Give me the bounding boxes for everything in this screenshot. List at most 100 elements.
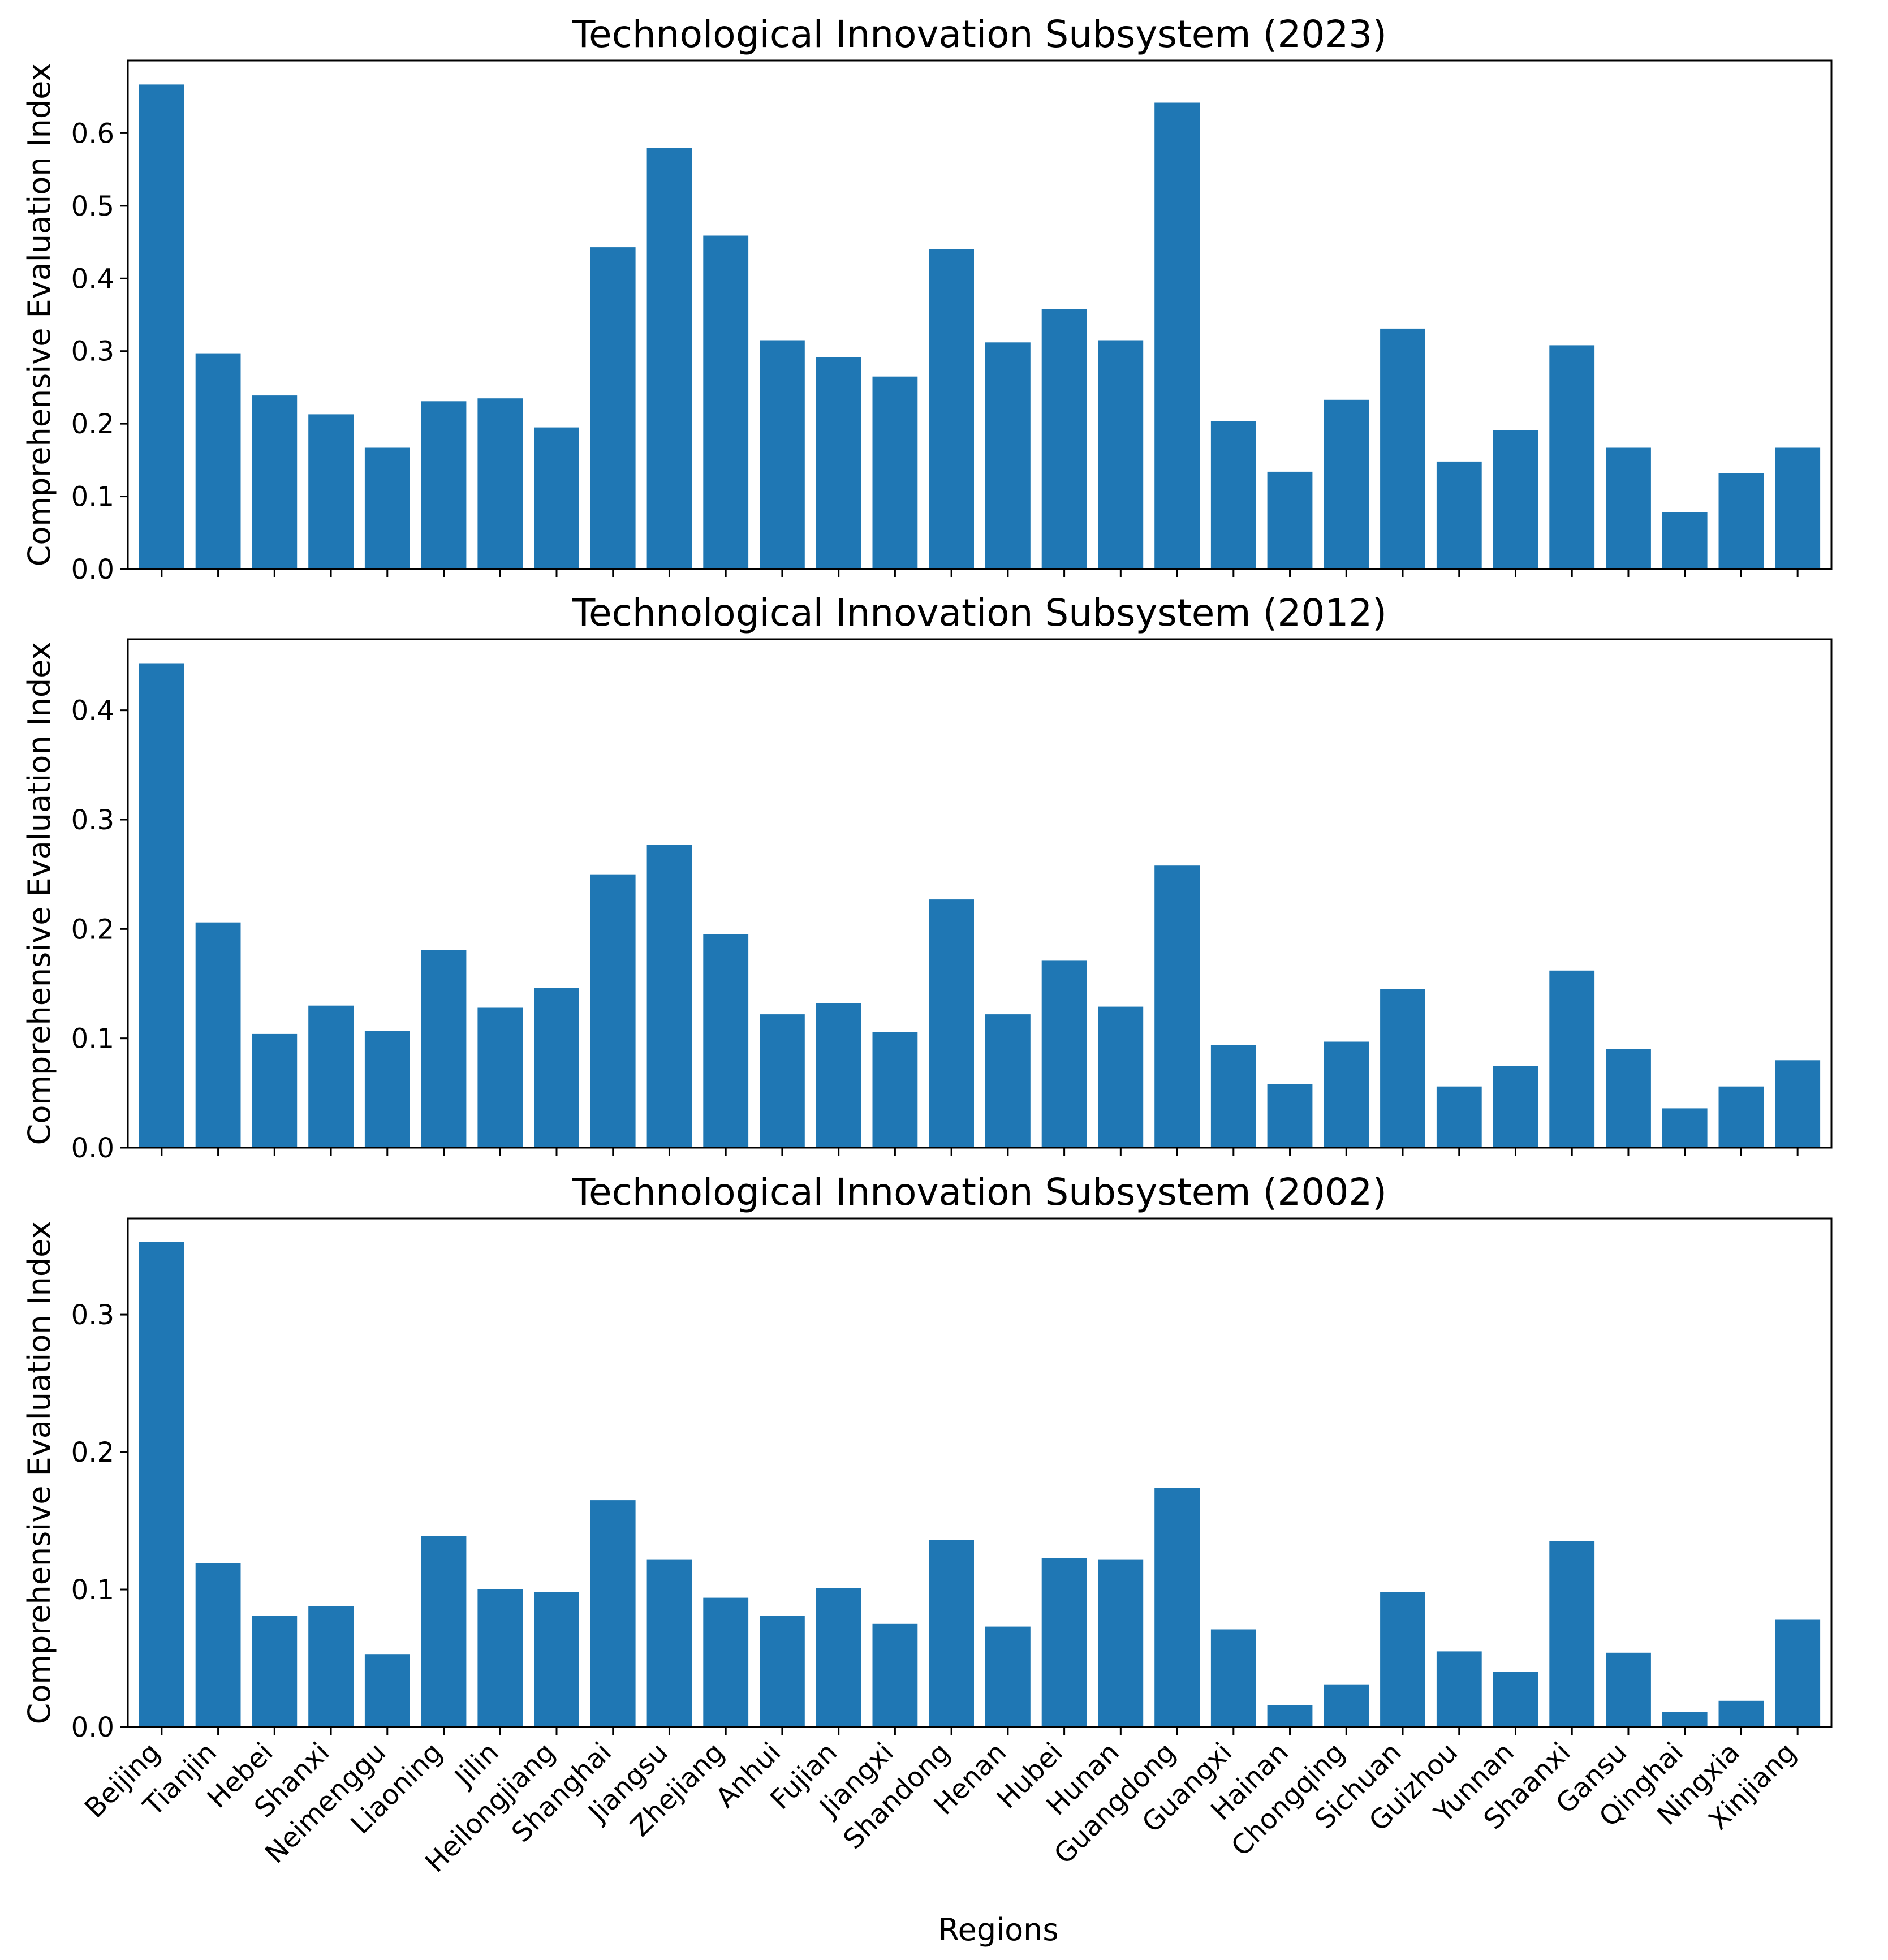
- bar-fujian: [816, 1003, 861, 1148]
- bar-liaoning: [421, 1536, 467, 1727]
- bar-zhejiang: [703, 934, 749, 1148]
- bar-tianjin: [195, 1563, 241, 1727]
- x-axis-label: Regions: [938, 1912, 1059, 1948]
- bar-shandong: [929, 1540, 974, 1727]
- bar-hubei: [1041, 960, 1087, 1148]
- y-tick-label: 0.0: [71, 1712, 114, 1743]
- bar-gansu: [1606, 1049, 1651, 1148]
- axes-frame: [127, 638, 1833, 1149]
- y-tick-label: 0.3: [71, 336, 114, 368]
- bar-hubei: [1041, 309, 1087, 569]
- bar-shaanxi: [1549, 970, 1595, 1148]
- bar-yunnan: [1493, 1672, 1538, 1727]
- bar-fujian: [816, 357, 861, 569]
- bar-hainan: [1267, 1084, 1313, 1148]
- bar-chongqing: [1324, 399, 1369, 569]
- y-tick-label: 0.1: [71, 1023, 114, 1055]
- y-tick-label: 0.1: [71, 481, 114, 513]
- bar-sichuan: [1380, 1592, 1425, 1727]
- y-axis-label: Comprehensive Evaluation Index: [21, 1221, 57, 1725]
- bar-hubei: [1041, 1558, 1087, 1727]
- bar-heilongjiang: [534, 427, 579, 569]
- bar-jiangsu: [646, 1559, 692, 1727]
- bar-guangdong: [1154, 102, 1200, 569]
- bar-tianjin: [195, 922, 241, 1148]
- bar-guizhou: [1436, 461, 1482, 569]
- bar-zhejiang: [703, 235, 749, 569]
- bar-guangxi: [1210, 421, 1256, 569]
- bar-xinjiang: [1775, 1060, 1821, 1148]
- bar-guangdong: [1154, 1488, 1200, 1727]
- bar-anhui: [760, 340, 805, 569]
- chart-panel-1: 0.0 0.1 0.2 0.3 0.4 Technological Innovation …: [21, 591, 1833, 1164]
- bar-shanghai: [590, 1500, 636, 1727]
- y-tick-label: 0.2: [71, 914, 114, 945]
- axes-frame: [127, 59, 1833, 570]
- bar-neimenggu: [364, 1654, 410, 1727]
- bar-hebei: [252, 1033, 298, 1148]
- bar-heilongjiang: [534, 1592, 579, 1727]
- bar-guizhou: [1436, 1086, 1482, 1148]
- bar-jiangxi: [872, 1623, 918, 1727]
- bar-shanxi: [308, 414, 354, 569]
- bar-liaoning: [421, 401, 467, 569]
- y-tick-label: 0.5: [71, 191, 114, 222]
- y-axis-label: Comprehensive Evaluation Index: [21, 642, 57, 1145]
- bar-guangxi: [1210, 1045, 1256, 1148]
- bar-hunan: [1098, 340, 1144, 569]
- y-tick-label: 0.3: [71, 1299, 114, 1331]
- bar-anhui: [760, 1014, 805, 1148]
- bar-shanxi: [308, 1005, 354, 1148]
- bar-jiangsu: [646, 845, 692, 1148]
- y-tick-label: 0.4: [71, 263, 114, 295]
- bar-qinghai: [1662, 1712, 1708, 1727]
- bar-beijing: [139, 1242, 184, 1727]
- bar-ningxia: [1718, 1700, 1764, 1727]
- y-tick-label: 0.3: [71, 804, 114, 836]
- bar-henan: [985, 1626, 1031, 1727]
- bar-anhui: [760, 1616, 805, 1727]
- y-tick-label: 0.0: [71, 554, 114, 585]
- bar-hebei: [252, 395, 298, 569]
- bar-shanxi: [308, 1606, 354, 1727]
- bar-ningxia: [1718, 1086, 1764, 1148]
- bar-hebei: [252, 1616, 298, 1727]
- bar-gansu: [1606, 1652, 1651, 1727]
- bar-jiangsu: [646, 148, 692, 570]
- y-axis-label: Comprehensive Evaluation Index: [21, 63, 57, 567]
- bar-chongqing: [1324, 1041, 1369, 1148]
- bar-gansu: [1606, 447, 1651, 569]
- chart-title: Technological Innovation Subsystem (2002…: [572, 1170, 1387, 1214]
- bar-shaanxi: [1549, 345, 1595, 569]
- bar-liaoning: [421, 950, 467, 1148]
- bar-guizhou: [1436, 1651, 1482, 1727]
- bar-neimenggu: [364, 1031, 410, 1148]
- bar-hunan: [1098, 1006, 1144, 1148]
- bar-jilin: [477, 1589, 523, 1727]
- bar-jiangxi: [872, 1032, 918, 1148]
- bar-jilin: [477, 1007, 523, 1148]
- bar-yunnan: [1493, 430, 1538, 569]
- y-tick-label: 0.0: [71, 1132, 114, 1164]
- chart-title: Technological Innovation Subsystem (2023…: [572, 12, 1387, 56]
- bar-henan: [985, 1014, 1031, 1148]
- bar-yunnan: [1493, 1066, 1538, 1148]
- y-tick-label: 0.2: [71, 1437, 114, 1468]
- bar-qinghai: [1662, 512, 1708, 569]
- bar-ningxia: [1718, 473, 1764, 569]
- bar-xinjiang: [1775, 1619, 1821, 1727]
- bar-neimenggu: [364, 447, 410, 569]
- bar-guangdong: [1154, 865, 1200, 1148]
- bar-hainan: [1267, 471, 1313, 569]
- axes-frame: [127, 1217, 1833, 1728]
- bar-shaanxi: [1549, 1541, 1595, 1727]
- bar-qinghai: [1662, 1108, 1708, 1148]
- bar-shanghai: [590, 874, 636, 1148]
- chart-title: Technological Innovation Subsystem (2012…: [572, 591, 1387, 635]
- bar-zhejiang: [703, 1597, 749, 1727]
- y-tick-label: 0.6: [71, 118, 114, 149]
- y-tick-label: 0.1: [71, 1574, 114, 1606]
- bar-guangxi: [1210, 1629, 1256, 1727]
- bar-shanghai: [590, 247, 636, 570]
